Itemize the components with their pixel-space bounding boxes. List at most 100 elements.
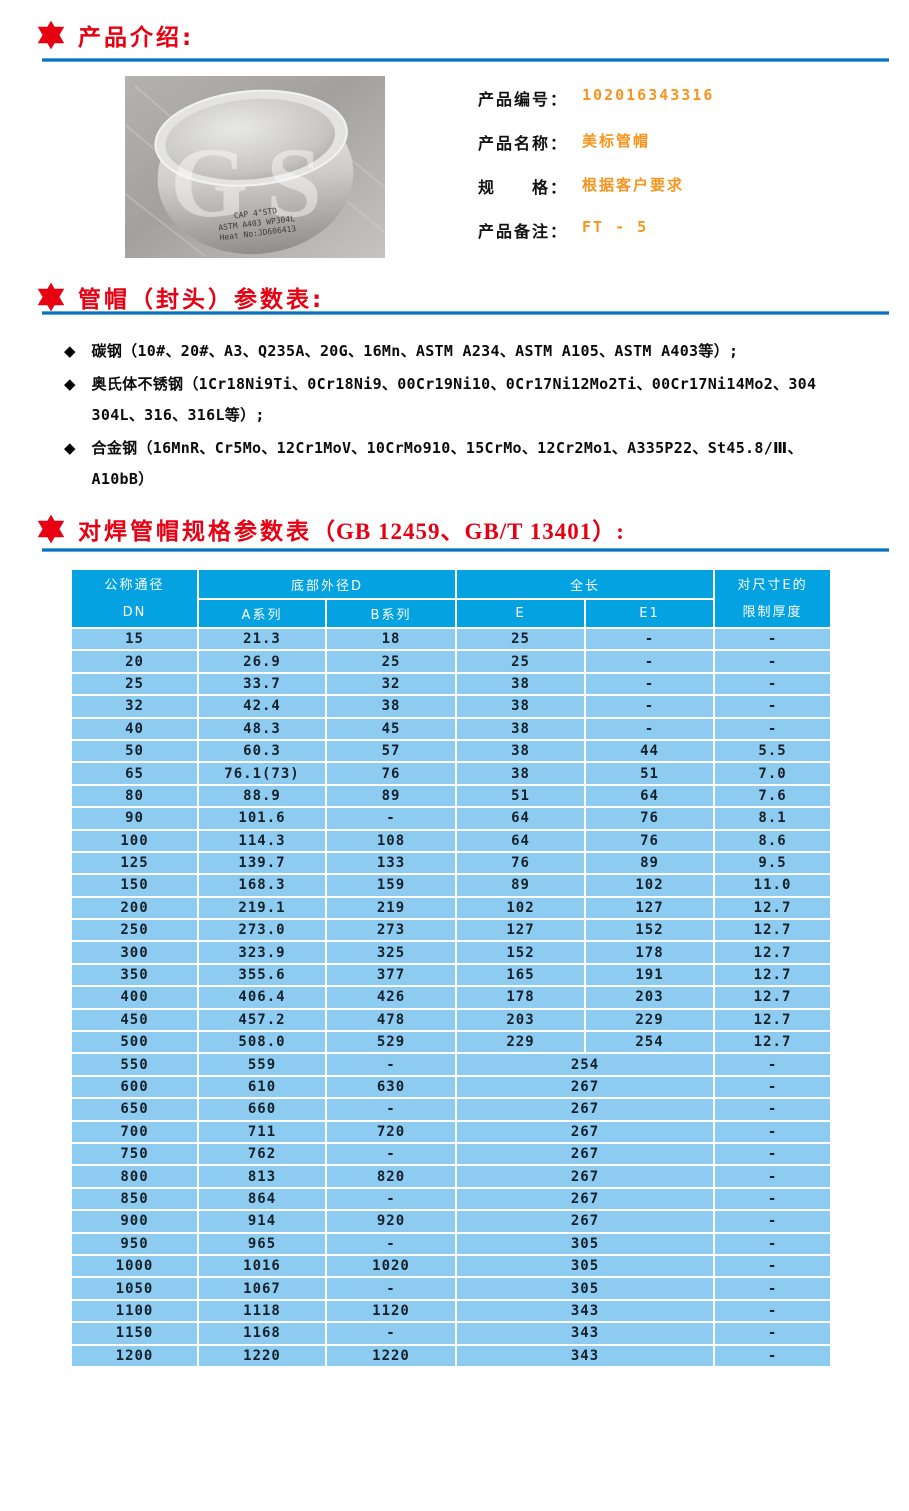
table-row: 150 168.3 159 89 102 11.0 (70, 873, 833, 898)
cell-series-a: 610 (197, 1074, 327, 1100)
cell-thickness: - (713, 716, 833, 741)
cell-series-a: 660 (197, 1097, 327, 1122)
cell-thickness: 9.5 (713, 850, 833, 876)
field-label: 产品编号： (478, 90, 569, 109)
cell-dn: 350 (70, 962, 199, 988)
cell-e-merged: 267 (455, 1209, 716, 1234)
cell-thickness: - (713, 649, 833, 674)
section-divider-line (42, 548, 889, 552)
field-label: 规 格： (478, 178, 569, 197)
cell-e1: 51 (584, 761, 716, 786)
cell-dn: 750 (70, 1141, 199, 1167)
cell-dn: 700 (70, 1119, 199, 1145)
cell-series-b: 133 (324, 850, 458, 876)
cell-e: 76 (455, 850, 587, 876)
cell-dn: 600 (70, 1074, 199, 1100)
table-row: 750 762-267- (70, 1141, 833, 1167)
field-value: 根据客户要求 (582, 176, 685, 194)
cell-series-b: - (324, 1097, 458, 1122)
cell-dn: 650 (70, 1097, 199, 1122)
cell-series-b: 273 (324, 918, 458, 943)
col-header-bottom-od: 底部外径D (196, 568, 458, 600)
cell-thickness: - (713, 1276, 833, 1301)
cell-series-b: 38 (324, 694, 458, 719)
cell-series-a: 21.3 (197, 626, 327, 652)
material-item: ◆ 合金钢（16MnR、Cr5Mo、12Cr1MoV、10CrMo910、15Cr… (64, 433, 874, 495)
cell-thickness: - (713, 1253, 833, 1279)
cell-series-b: 377 (324, 962, 458, 988)
cell-thickness: - (713, 1231, 833, 1256)
cell-e-merged: 267 (455, 1074, 716, 1100)
cell-series-b: 426 (324, 985, 458, 1010)
cell-thickness: 8.6 (713, 828, 833, 853)
cell-series-a: 1220 (197, 1343, 327, 1368)
red-star-icon (37, 282, 65, 312)
table-row: 40 48.3 45 38- - (70, 716, 833, 741)
section-divider-line (42, 58, 889, 62)
section-divider-line (42, 311, 889, 315)
cell-e1: 178 (584, 940, 716, 965)
cell-thickness: 8.1 (713, 806, 833, 831)
cell-dn: 20 (70, 649, 199, 674)
cell-thickness: - (713, 1119, 833, 1145)
cell-dn: 1050 (70, 1276, 199, 1301)
field-label: 产品名称： (478, 134, 569, 153)
cell-e-merged: 267 (455, 1119, 716, 1145)
cell-series-b: 76 (324, 761, 458, 786)
cell-dn: 950 (70, 1231, 199, 1256)
cell-thickness: - (713, 671, 833, 697)
table-row: 650 660-267- (70, 1097, 833, 1122)
cell-thickness: 12.7 (713, 895, 833, 921)
cell-thickness: - (713, 1321, 833, 1346)
cell-dn: 300 (70, 940, 199, 965)
cell-series-b: 18 (324, 626, 458, 652)
field-value: 102016343316 (582, 86, 715, 104)
cell-thickness: 5.5 (713, 738, 833, 764)
cell-e: 64 (455, 806, 587, 831)
cell-series-b: 45 (324, 716, 458, 741)
pipe-cap-photo-graphic: GS CAP 4"STD ASTM A403 WP304L Heat No:JD… (114, 76, 396, 258)
spec-section-title: 对焊管帽规格参数表（GB 12459、GB/T 13401）: (78, 512, 625, 546)
cell-e: 64 (455, 828, 587, 853)
cell-e: 178 (455, 985, 587, 1010)
cell-series-a: 1067 (197, 1276, 327, 1301)
table-row: 1200 1220 1220 343- (70, 1343, 833, 1368)
cell-e: 152 (455, 940, 587, 965)
cell-series-a: 508.0 (197, 1030, 327, 1055)
diamond-bullet-icon: ◆ (64, 375, 76, 393)
materials-section-title: 管帽（封头）参数表: (78, 287, 325, 313)
cell-dn: 100 (70, 828, 199, 853)
material-item: ◆ 奥氏体不锈钢（1Cr18Ni9Ti、0Cr18Ni9、00Cr19Ni10、0… (64, 369, 874, 431)
cell-e: 38 (455, 761, 587, 786)
header-row-2: A系列 B系列 E E1 (71, 598, 831, 629)
col-header-e1: E1 (584, 598, 716, 629)
field-value: 美标管帽 (582, 132, 651, 150)
cell-dn: 200 (70, 895, 199, 921)
material-text: 合金钢（16MnR、Cr5Mo、12Cr1MoV、10CrMo910、15CrM… (91, 439, 803, 488)
cell-e: 38 (455, 694, 587, 719)
cell-thickness: 12.7 (713, 985, 833, 1010)
cell-series-b: 1220 (324, 1343, 458, 1368)
cell-thickness: - (713, 1298, 833, 1324)
cell-e-merged: 267 (455, 1186, 716, 1212)
cell-dn: 65 (70, 761, 199, 786)
cell-e1: - (584, 716, 716, 741)
col-header-dn: 公称通径 DN (70, 568, 199, 629)
table-row: 1100 1118 1120 343- (70, 1298, 833, 1324)
spec-table: 公称通径 DN 底部外径D 全长 对尺寸E的 限制厚度 A系列 B系列 E E1… (70, 568, 833, 1368)
cell-series-b: - (324, 1141, 458, 1167)
cell-thickness: - (713, 1164, 833, 1189)
cell-e-merged: 343 (455, 1343, 716, 1368)
cell-dn: 125 (70, 850, 199, 876)
cell-dn: 800 (70, 1164, 199, 1189)
spec-table-head: 公称通径 DN 底部外径D 全长 对尺寸E的 限制厚度 A系列 B系列 E E1 (70, 568, 833, 629)
cell-e: 38 (455, 738, 587, 764)
table-row: 300 323.9 325 152 178 12.7 (70, 940, 833, 965)
table-row: 50 60.3 57 38 44 5.5 (70, 738, 833, 764)
cell-thickness: 12.7 (713, 1030, 833, 1055)
spec-table-body: 15 21.3 18 25- -20 26.9 25 25- -25 33.7 32 38- -32 42… (70, 626, 833, 1368)
table-row: 80 88.9 89 51 64 7.6 (70, 783, 833, 809)
spec-title-main: 对焊管帽规格参数表 (78, 519, 312, 545)
cell-dn: 1000 (70, 1253, 199, 1279)
cell-series-b: 529 (324, 1030, 458, 1055)
